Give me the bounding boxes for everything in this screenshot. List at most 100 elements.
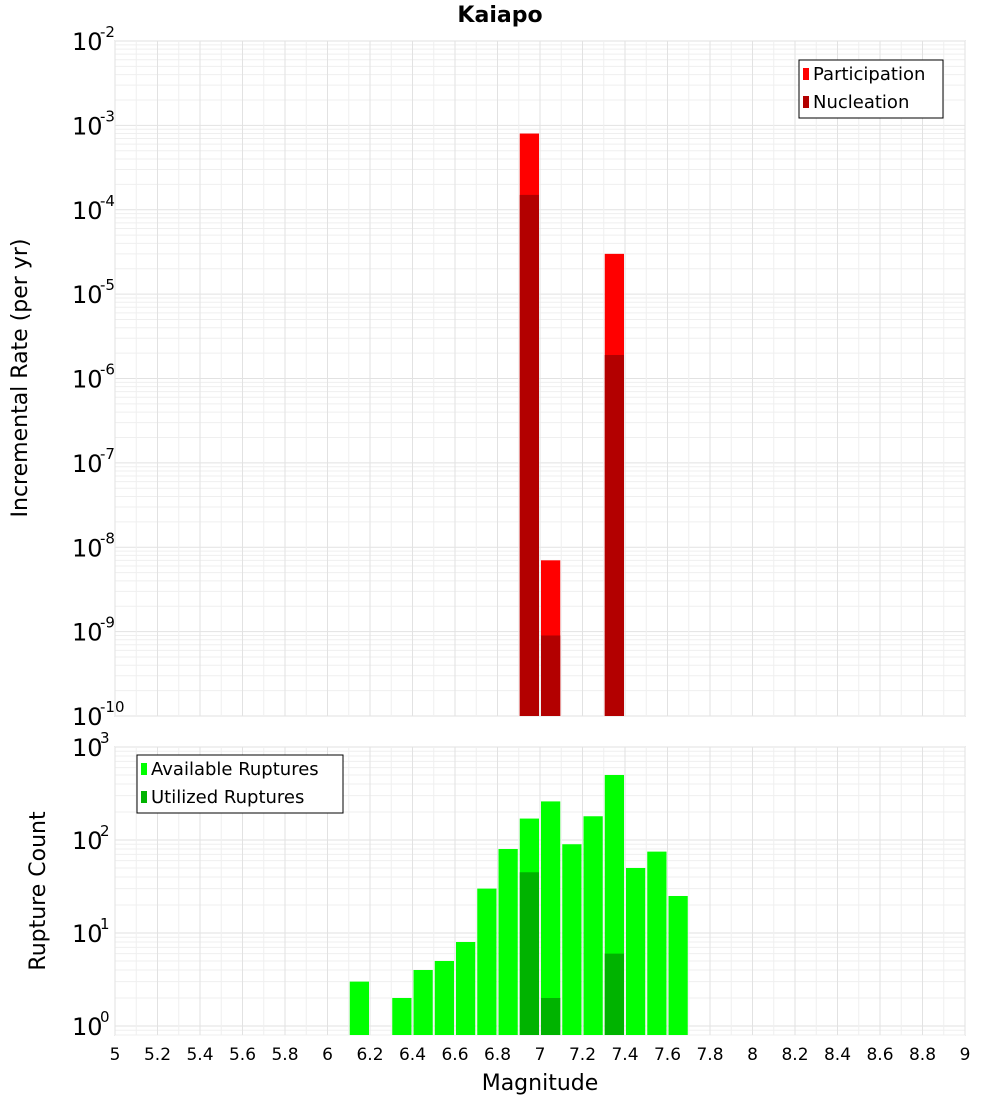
bottom-bar-series1 [668,895,688,1035]
top-y-tick-label: 10-2 [72,23,115,56]
y-tick-base: 10 [72,827,103,855]
bottom-bar-series1 [477,888,497,1035]
y-tick-base: 10 [72,366,103,394]
bottom-grid [114,746,966,1036]
x-tick-label: 9 [960,1045,971,1065]
y-tick-exponent: -4 [100,192,115,210]
bottom-bar-series1 [349,981,369,1035]
top-bar-series2 [519,194,539,716]
bottom-bar-series1 [392,997,412,1035]
y-tick-exponent: -2 [100,23,115,41]
x-tick-label: 8.2 [781,1045,808,1065]
x-tick-label: 8 [747,1045,758,1065]
bottom-bar-series2 [604,953,624,1035]
y-tick-base: 10 [72,619,103,647]
y-tick-base: 10 [72,534,103,562]
top-y-tick-label: 10-8 [72,529,115,562]
bottom-bar-series1 [456,942,476,1035]
x-tick-label: 8.6 [866,1045,893,1065]
y-tick-base: 10 [72,112,103,140]
top-y-tick-label: 10-5 [72,276,115,309]
y-tick-exponent: 1 [100,915,110,933]
top-y-ticks: 10-210-310-410-510-610-710-810-910-10 [72,23,125,731]
bottom-legend-box [136,754,344,814]
top-legend-box [798,59,944,119]
bottom-y-axis-label: Rupture Count [26,811,51,971]
y-tick-exponent: 2 [100,822,110,840]
y-tick-exponent: -8 [100,529,115,547]
top-legend-swatch [803,68,809,80]
top-panel: 10-210-310-410-510-610-710-810-910-10 In… [8,23,966,731]
top-y-tick-label: 10-6 [72,361,115,394]
x-tick-label: 8.8 [909,1045,936,1065]
bottom-y-tick-label: 103 [72,729,110,762]
y-tick-exponent: -5 [100,276,115,294]
bottom-bar-series1 [434,960,454,1035]
y-tick-base: 10 [72,28,103,56]
y-tick-base: 10 [72,1013,103,1041]
top-y-tick-label: 10-4 [72,192,115,225]
top-y-tick-label: 10-10 [72,698,125,731]
y-tick-base: 10 [72,734,103,762]
x-tick-label: 5.6 [229,1045,256,1065]
x-tick-label: 7 [535,1045,546,1065]
y-tick-base: 10 [72,703,103,731]
bottom-y-tick-label: 100 [72,1008,110,1041]
bottom-legend-label: Available Ruptures [151,759,319,780]
bottom-bar-series1 [498,849,518,1035]
top-y-tick-label: 10-7 [72,445,115,478]
x-tick-label: 6.6 [441,1045,468,1065]
bottom-bar-series1 [583,816,603,1035]
x-tick-label: 5 [110,1045,121,1065]
y-tick-base: 10 [72,281,103,309]
y-tick-exponent: -7 [100,445,115,463]
x-axis-label: Magnitude [482,1071,599,1096]
top-bar-series2 [541,635,561,716]
bottom-bar-series2 [519,872,539,1035]
bottom-legend-label: Utilized Ruptures [151,787,304,808]
x-tick-label: 7.4 [611,1045,638,1065]
bottom-legend-swatch [141,791,147,803]
bottom-bar-series2 [541,997,561,1035]
x-tick-label: 7.8 [696,1045,723,1065]
top-y-axis-label: Incremental Rate (per yr) [8,239,33,518]
bottom-y-tick-label: 102 [72,822,110,855]
y-tick-exponent: -9 [100,614,115,632]
y-tick-base: 10 [72,197,103,225]
bottom-bar-series1 [626,867,646,1035]
y-tick-exponent: -6 [100,361,115,379]
top-grid [114,40,966,717]
bottom-bar-series1 [413,969,433,1035]
top-legend-label: Nucleation [813,92,909,113]
bottom-legend: Available Ruptures Utilized Ruptures [136,754,344,814]
bottom-bar-series1 [562,844,582,1035]
bottom-bars [349,774,688,1035]
x-tick-label: 5.4 [186,1045,213,1065]
chart-title: Kaiapo [457,3,542,28]
x-tick-label: 6.2 [356,1045,383,1065]
top-legend-swatch [803,96,809,108]
x-tick-label: 7.2 [569,1045,596,1065]
x-tick-label: 6 [322,1045,333,1065]
x-ticks: 5 5.2 5.4 5.6 5.8 6 6.2 6.4 6.6 6.8 7 7.2 7.4 7.6 7.8 8… [110,1045,971,1065]
top-y-tick-label: 10-9 [72,614,115,647]
bottom-bar-series1 [541,801,561,1035]
top-bar-series2 [604,354,624,716]
y-tick-exponent: 0 [100,1008,110,1026]
top-legend-label: Participation [813,64,925,85]
x-tick-label: 5.2 [144,1045,171,1065]
bottom-bar-series1 [647,851,667,1035]
x-tick-label: 6.8 [484,1045,511,1065]
top-bars [519,133,624,717]
x-tick-label: 6.4 [399,1045,426,1065]
y-tick-exponent: -3 [100,107,115,125]
top-legend: Participation Nucleation [798,59,944,119]
bottom-y-tick-label: 101 [72,915,110,948]
bottom-legend-swatch [141,763,147,775]
y-tick-exponent: 3 [100,729,110,747]
x-tick-label: 7.6 [654,1045,681,1065]
y-tick-base: 10 [72,450,103,478]
